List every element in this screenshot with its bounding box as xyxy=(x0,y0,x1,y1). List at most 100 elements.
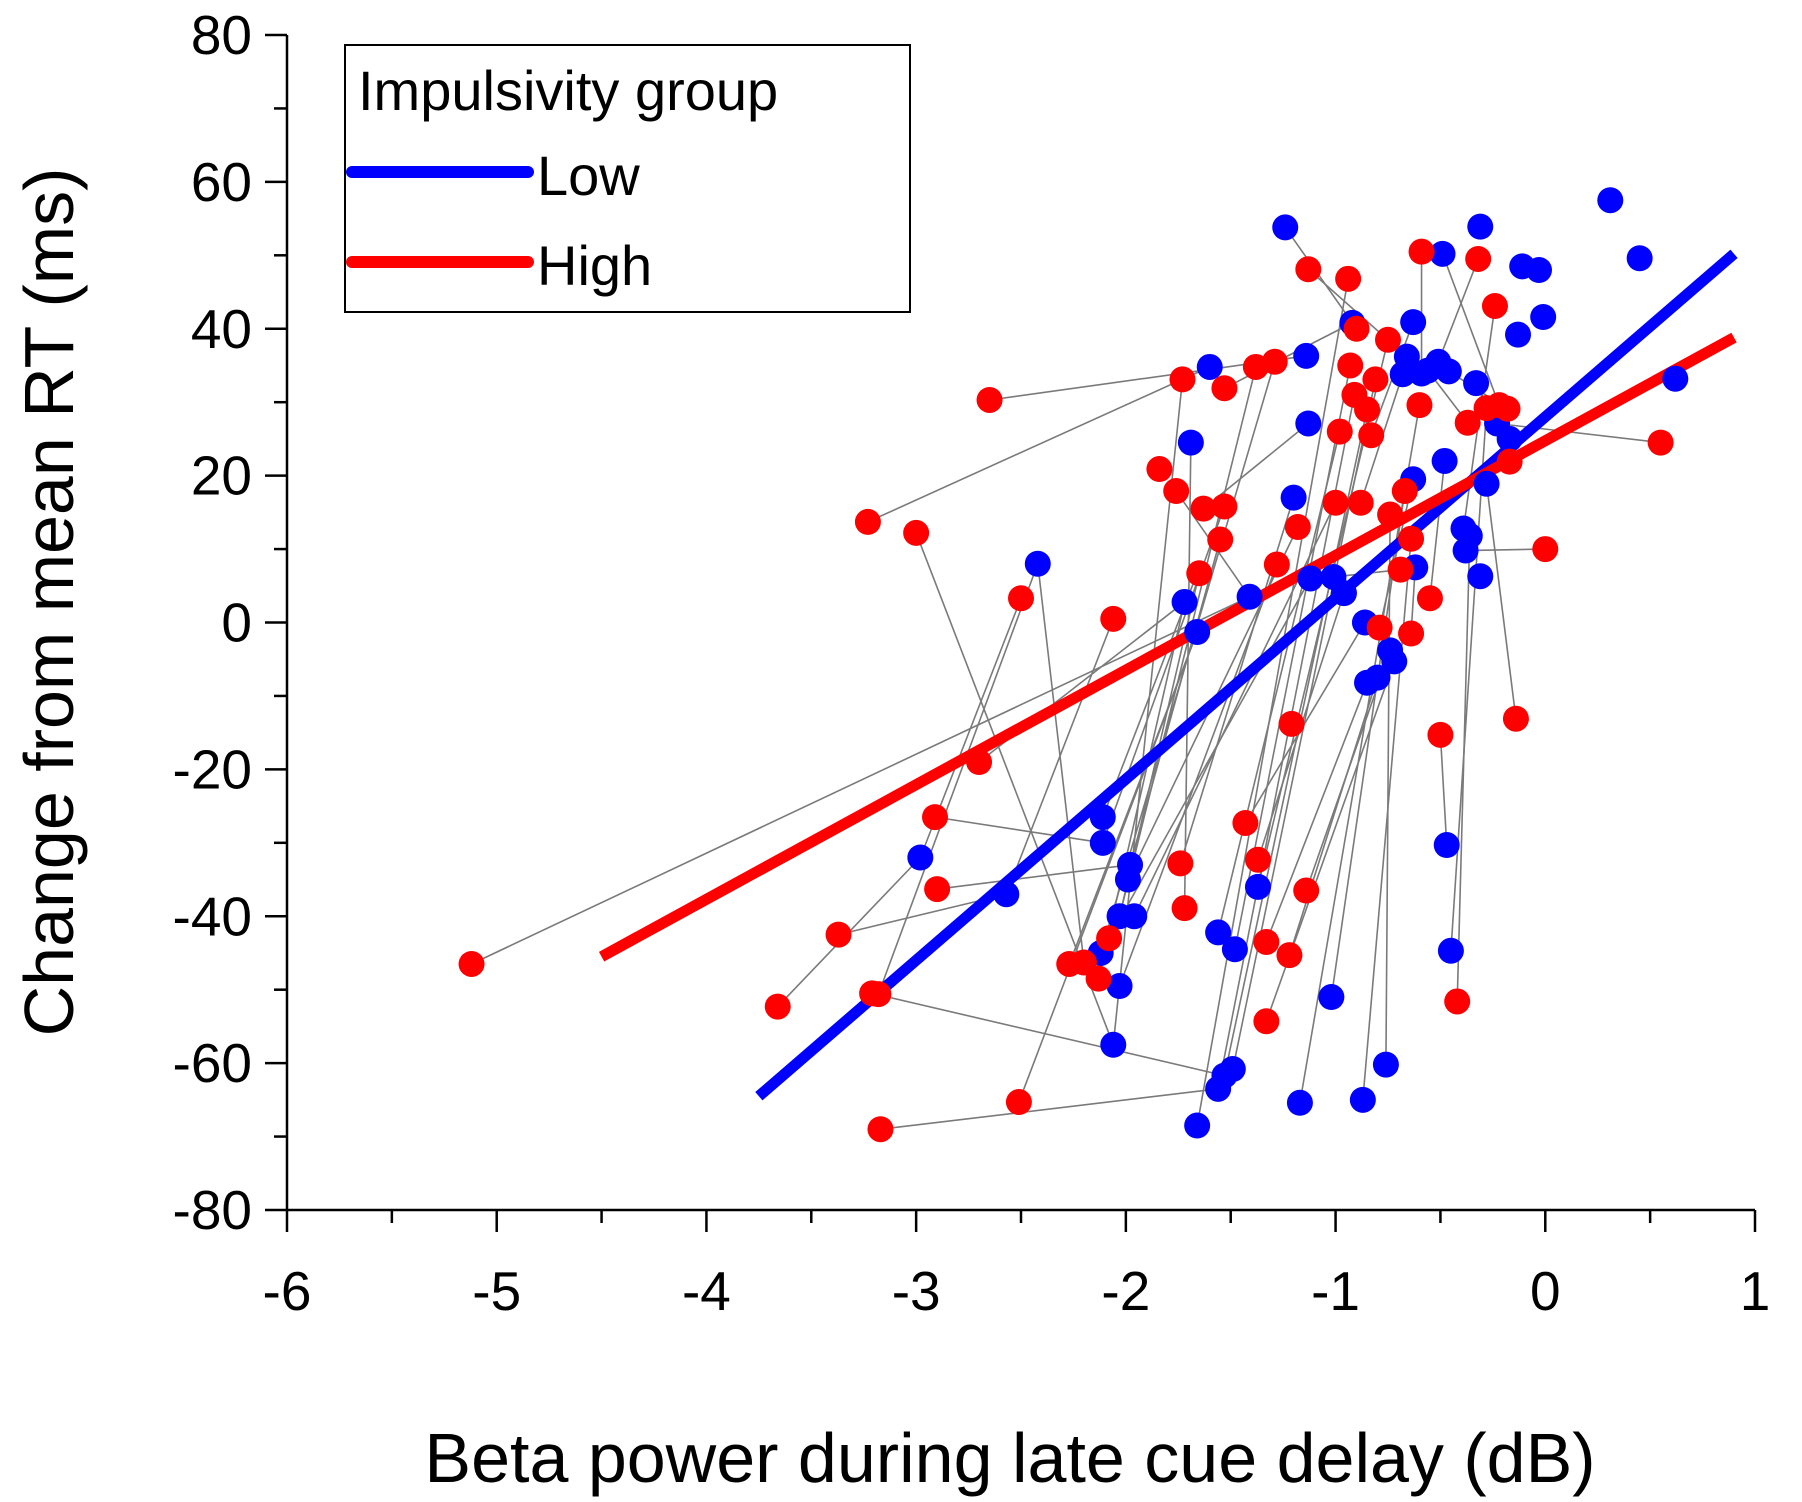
data-point-high xyxy=(1335,265,1362,292)
data-point-high xyxy=(1391,478,1418,505)
legend-label-high: High xyxy=(537,234,652,297)
pair-line xyxy=(937,864,1131,890)
data-point-low xyxy=(1496,425,1523,452)
data-point-high xyxy=(1167,850,1194,877)
data-point-high xyxy=(854,508,881,535)
data-point-high xyxy=(1253,1008,1280,1035)
y-tick-label: -40 xyxy=(173,885,253,947)
data-point-high xyxy=(1366,614,1393,641)
data-point-low xyxy=(1437,937,1464,964)
data-point-high xyxy=(1465,245,1492,272)
data-point-high xyxy=(1532,536,1559,563)
data-point-high xyxy=(825,921,852,948)
data-point-high xyxy=(1444,988,1471,1015)
data-point-high xyxy=(1454,409,1481,436)
data-point-low xyxy=(1530,304,1557,330)
data-point-low xyxy=(1272,214,1299,241)
y-tick-label: 0 xyxy=(221,592,252,654)
data-point-high xyxy=(1375,326,1401,353)
pair-line xyxy=(1441,253,1500,406)
data-point-low xyxy=(1089,829,1116,856)
x-tick-label: -5 xyxy=(472,1260,521,1322)
pair-line xyxy=(1129,539,1221,866)
data-point-high xyxy=(1293,877,1320,904)
data-point-low xyxy=(1106,973,1133,1000)
data-point-high xyxy=(1163,478,1190,505)
data-point-low xyxy=(1372,1051,1399,1078)
data-point-high xyxy=(1337,352,1364,379)
data-point-low xyxy=(1196,353,1223,380)
data-point-low xyxy=(1525,257,1552,283)
data-point-high xyxy=(1481,292,1508,319)
data-point-high xyxy=(867,1116,894,1143)
data-point-high xyxy=(1347,489,1374,516)
pair-line xyxy=(877,563,1039,995)
data-point-high xyxy=(966,749,993,776)
pair-line xyxy=(1133,502,1337,917)
data-point-low xyxy=(1318,984,1345,1011)
data-point-high xyxy=(1169,366,1196,393)
data-point-low xyxy=(1505,321,1532,348)
data-point-high xyxy=(1284,514,1311,541)
y-tick-label: 80 xyxy=(191,4,252,66)
data-point-high xyxy=(1647,429,1674,456)
pair-line xyxy=(1429,460,1446,599)
y-tick-label: 20 xyxy=(191,445,252,507)
pair-line xyxy=(1385,514,1391,1065)
pair-line xyxy=(1284,226,1358,330)
data-point-high xyxy=(1244,846,1271,873)
data-point-high xyxy=(1427,721,1454,748)
data-point-high xyxy=(1408,238,1435,265)
data-point-low xyxy=(1171,588,1198,615)
pair-line xyxy=(1288,677,1379,956)
data-point-low xyxy=(1467,563,1494,590)
legend-title: Impulsivity group xyxy=(358,59,778,122)
data-point-high xyxy=(1008,585,1034,612)
data-point-high xyxy=(1494,395,1521,422)
pair-line xyxy=(1224,322,1353,389)
data-point-high xyxy=(1276,942,1303,969)
data-point-high xyxy=(1278,710,1305,737)
data-point-high xyxy=(1398,525,1425,552)
data-point-high xyxy=(1343,315,1370,342)
y-tick-label: -20 xyxy=(173,738,253,800)
pair-line xyxy=(880,1088,1219,1131)
data-point-low xyxy=(1463,370,1490,397)
data-point-high xyxy=(1146,456,1173,483)
data-point-low xyxy=(1089,804,1116,831)
pair-line xyxy=(1485,483,1517,719)
x-axis-title: Beta power during late cue delay (dB) xyxy=(424,1419,1595,1497)
data-point-high xyxy=(1416,585,1443,612)
data-point-low xyxy=(1662,365,1689,392)
data-point-low xyxy=(1295,410,1322,437)
data-point-high xyxy=(1387,556,1414,583)
data-point-low xyxy=(1100,1031,1127,1058)
fit-lines-layer xyxy=(598,249,1738,1101)
data-point-high xyxy=(922,804,949,831)
data-point-high xyxy=(1377,501,1404,528)
data-point-low xyxy=(1364,664,1391,691)
pair-line xyxy=(871,992,1225,1077)
data-point-low xyxy=(1297,565,1324,592)
data-point-low xyxy=(1473,470,1500,497)
data-point-low xyxy=(1597,187,1624,214)
x-tick-label: -1 xyxy=(1311,1260,1360,1322)
data-point-high xyxy=(1406,392,1433,419)
data-point-high xyxy=(865,981,892,1008)
x-tick-label: -6 xyxy=(263,1260,312,1322)
data-point-high xyxy=(903,519,930,546)
y-tick-label: -60 xyxy=(173,1032,253,1094)
data-point-high xyxy=(1502,705,1529,732)
data-point-low xyxy=(1435,358,1462,385)
x-tick-label: 1 xyxy=(1740,1260,1771,1322)
pair-line xyxy=(1036,563,1085,963)
data-point-low xyxy=(1393,343,1420,370)
data-point-high xyxy=(1398,620,1425,647)
data-point-high xyxy=(1261,348,1288,375)
data-point-high xyxy=(1211,375,1238,402)
axes-layer: -6 -5 -4 -3 -2 -1 0 1 -80 -60 -40 -20 0 20 40 60 80 xyxy=(173,4,1771,1322)
data-point-high xyxy=(1326,418,1353,445)
pair-line xyxy=(1196,278,1349,1126)
pair-line xyxy=(1439,734,1448,846)
